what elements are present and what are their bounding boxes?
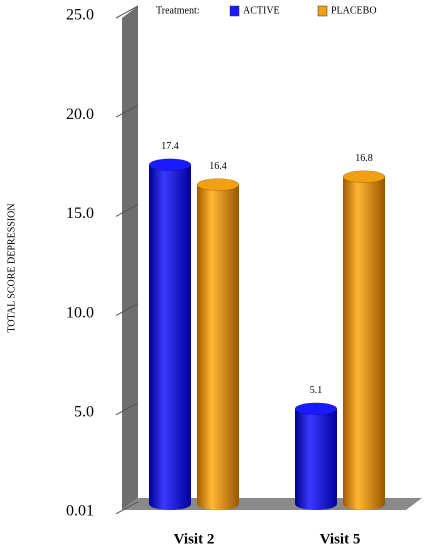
legend-label: ACTIVE xyxy=(243,5,280,16)
legend-label: PLACEBO xyxy=(331,5,377,16)
bar xyxy=(295,408,337,504)
y-axis-label: TOTAL SCORE DEPRESSION xyxy=(6,203,17,332)
legend-swatch xyxy=(317,5,328,17)
bar xyxy=(197,184,239,504)
tick-line xyxy=(115,303,139,317)
y-tick-label: 10.0 xyxy=(66,304,94,321)
tick-line xyxy=(115,104,139,118)
bar-top xyxy=(196,178,240,191)
legend-swatch xyxy=(229,5,240,17)
y-tick-label: 25.0 xyxy=(66,7,94,24)
y-tick-label: 15.0 xyxy=(66,205,94,222)
legend-title: Treatment: xyxy=(156,5,200,16)
y-tick-label: 5.0 xyxy=(74,403,94,420)
bar-top xyxy=(148,158,192,172)
tick-line xyxy=(115,501,139,515)
bar-top xyxy=(342,170,386,183)
data-label: 16.8 xyxy=(355,153,373,164)
data-label: 5.1 xyxy=(310,385,323,396)
data-label: 16.4 xyxy=(209,161,227,172)
bar xyxy=(149,164,191,504)
x-tick-label: Visit 5 xyxy=(320,531,361,547)
side-wall xyxy=(122,6,138,510)
bar-top xyxy=(294,402,338,416)
bar xyxy=(343,176,385,505)
tick-line xyxy=(115,203,139,217)
y-tick-label: 20.0 xyxy=(66,106,94,123)
tick-line xyxy=(115,402,139,416)
tick-line xyxy=(115,5,139,19)
x-tick-label: Visit 2 xyxy=(174,531,215,547)
y-tick-label: 0.01 xyxy=(66,502,94,519)
data-label: 17.4 xyxy=(161,141,179,152)
